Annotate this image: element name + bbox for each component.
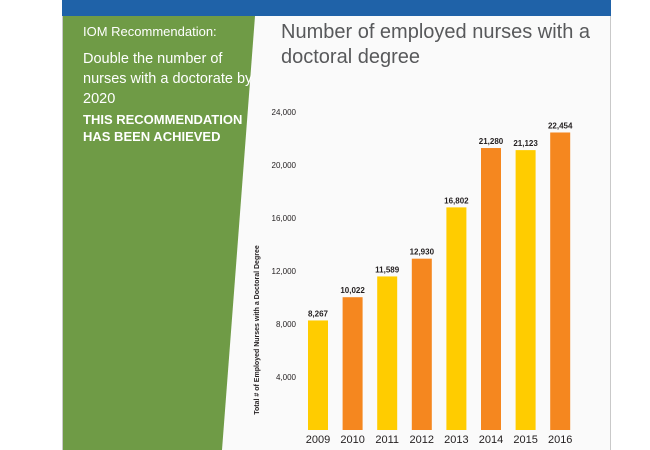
bar-value-label: 21,123 (513, 139, 538, 148)
y-tick-label: 24,000 (272, 108, 297, 117)
x-tick-label: 2011 (375, 434, 399, 446)
recommendation-text: Double the number of nurses with a docto… (83, 51, 253, 107)
x-tick-label: 2012 (410, 434, 434, 446)
bar-2009 (308, 320, 328, 430)
y-axis: 4,000 8,000 12,000 16,000 20,000 24,000 (272, 108, 297, 382)
x-tick-label: 2016 (548, 434, 572, 446)
frame-border-right (610, 0, 611, 450)
y-tick-label: 16,000 (272, 214, 297, 223)
recommendation-label: IOM Recommendation: (83, 24, 217, 39)
x-tick-label: 2010 (340, 434, 364, 446)
bar-value-label: 21,280 (479, 137, 504, 146)
bar-2015 (515, 150, 536, 431)
x-tick-label: 2015 (513, 434, 537, 446)
x-tick-label: 2009 (306, 434, 330, 446)
bar-2012 (411, 258, 432, 430)
bars: 8,267 10,022 11,589 12,930 16,802 21,280 21,12… (308, 121, 573, 431)
bar-2010 (342, 297, 363, 430)
bar-2013 (446, 207, 467, 430)
y-tick-label: 4,000 (276, 373, 297, 382)
bar-value-label: 8,267 (308, 309, 329, 318)
top-banner-accent (245, 10, 269, 16)
frame-border-left (62, 0, 63, 450)
chart-title: Number of employed nurses with a doctora… (281, 21, 591, 68)
bar-value-label: 11,589 (375, 265, 400, 274)
y-axis-label: Total # of Employed Nurses with a Doctor… (254, 245, 261, 415)
x-tick-label: 2013 (444, 434, 468, 446)
bar-value-label: 12,930 (410, 248, 435, 257)
bar-value-label: 10,022 (340, 286, 365, 295)
bar-2016 (550, 132, 571, 430)
x-tick-label: 2014 (479, 434, 503, 446)
bar-value-label: 22,454 (548, 121, 573, 130)
bar-2011 (377, 276, 398, 430)
y-tick-label: 8,000 (276, 320, 297, 329)
recommendation-status: THIS RECOMMENDATION HAS BEEN ACHIEVED (83, 112, 243, 144)
top-banner (62, 0, 611, 16)
bar-value-label: 16,802 (444, 196, 469, 205)
y-tick-label: 20,000 (272, 161, 297, 170)
bar-2014 (481, 148, 501, 431)
x-axis: 2009 2010 2011 2012 2013 2014 2015 2016 (306, 434, 573, 446)
y-tick-label: 12,000 (272, 267, 297, 276)
